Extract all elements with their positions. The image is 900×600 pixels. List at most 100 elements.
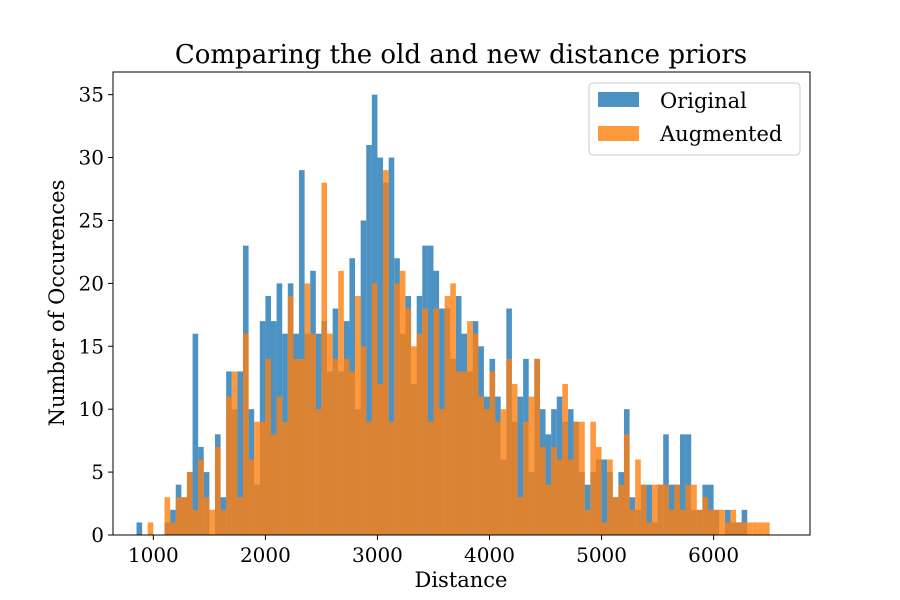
bar-augmented (668, 509, 675, 535)
legend-label-augmented: Augmented (659, 122, 782, 146)
bar-original (584, 484, 591, 535)
bar-augmented (170, 522, 176, 535)
bar-augmented (254, 421, 260, 535)
y-axis-ticks: 0 5 10 15 20 25 30 35 (79, 83, 113, 547)
bar-augmented (164, 497, 171, 535)
y-tick-label: 25 (79, 208, 104, 232)
x-tick-label: 5000 (576, 543, 627, 567)
bar-augmented (310, 333, 316, 535)
bar-original (388, 157, 395, 536)
bar-original (366, 144, 372, 535)
bar-augmented (383, 170, 389, 535)
bar-augmented (741, 522, 748, 535)
bar-augmented (338, 270, 344, 535)
bar-augmented (646, 522, 652, 535)
bar-augmented (444, 295, 451, 535)
bar-augmented (607, 459, 613, 535)
bar-augmented (299, 358, 305, 535)
bars-layer (136, 94, 770, 536)
bar-original (708, 484, 714, 535)
bar-augmented (472, 333, 479, 535)
bar-original (271, 321, 277, 535)
bar-augmented (708, 509, 714, 535)
bar-original (646, 484, 652, 535)
bar-augmented (489, 371, 496, 535)
y-axis-label: Number of Occurences (45, 180, 69, 427)
bar-original (299, 170, 305, 535)
legend: Original Augmented (588, 82, 801, 156)
bar-augmented (147, 522, 154, 535)
bar-augmented (652, 484, 658, 535)
bar-augmented (657, 484, 664, 535)
bar-augmented (237, 497, 243, 535)
bar-augmented (696, 509, 703, 535)
x-tick-label: 1000 (128, 543, 179, 567)
bar-augmented (394, 283, 400, 535)
bar-original (136, 522, 143, 535)
bar-augmented (287, 295, 294, 535)
bar-augmented (467, 321, 473, 535)
bar-augmented (483, 409, 490, 535)
bar-augmented (366, 421, 372, 535)
bar-augmented (209, 509, 215, 535)
bar-augmented (349, 371, 356, 535)
bar-original (237, 371, 243, 535)
bar-augmented (203, 497, 210, 535)
legend-label-original: Original (660, 89, 747, 113)
y-tick-label: 10 (79, 397, 104, 421)
bar-augmented (315, 409, 322, 535)
bar-augmented (517, 497, 524, 535)
bar-original (680, 434, 686, 535)
y-tick-label: 20 (79, 271, 104, 295)
bar-augmented (416, 333, 423, 535)
bar-augmented (231, 371, 238, 535)
bar-augmented (422, 308, 428, 535)
series-augmented (147, 170, 770, 535)
bar-augmented (612, 497, 619, 535)
x-tick-label: 4000 (464, 543, 515, 567)
bar-augmented (623, 434, 630, 535)
bar-augmented (539, 446, 546, 535)
bar-augmented (377, 384, 384, 535)
bar-augmented (360, 346, 367, 535)
bar-augmented (730, 509, 737, 535)
bar-augmented (455, 371, 462, 535)
bar-augmented (764, 522, 770, 535)
x-tick-label: 3000 (352, 543, 403, 567)
bar-original (427, 245, 434, 536)
x-axis-ticks: 1000 2000 3000 4000 5000 6000 (128, 535, 739, 567)
bar-original (192, 333, 199, 535)
bar-augmented (186, 472, 193, 535)
bar-original (668, 484, 675, 535)
bar-augmented (271, 434, 277, 535)
bar-original (601, 459, 608, 535)
bar-original (377, 157, 384, 536)
bar-augmented (427, 421, 434, 535)
bar-augmented (685, 484, 692, 535)
bar-augmented (562, 384, 568, 535)
bar-augmented (461, 371, 468, 535)
bar-augmented (450, 283, 456, 535)
y-tick-label: 35 (79, 83, 104, 107)
bar-augmented (226, 396, 232, 535)
x-tick-label: 6000 (688, 543, 739, 567)
bar-augmented (719, 509, 725, 535)
bar-augmented (355, 295, 361, 535)
bar-original (517, 396, 524, 535)
bar-augmented (590, 421, 596, 535)
bar-augmented (713, 509, 720, 535)
bar-augmented (674, 484, 681, 535)
bar-augmented (304, 283, 311, 535)
bar-augmented (551, 446, 557, 535)
bar-augmented (282, 421, 288, 535)
plot-frame (112, 71, 811, 536)
x-tick-label: 2000 (240, 543, 291, 567)
bar-augmented (175, 497, 182, 535)
legend-swatch-original (598, 92, 639, 107)
bar-augmented (736, 522, 742, 535)
x-axis-label: Distance (414, 568, 507, 592)
bar-augmented (635, 459, 641, 535)
bar-augmented (343, 358, 350, 535)
bar-augmented (511, 384, 518, 535)
